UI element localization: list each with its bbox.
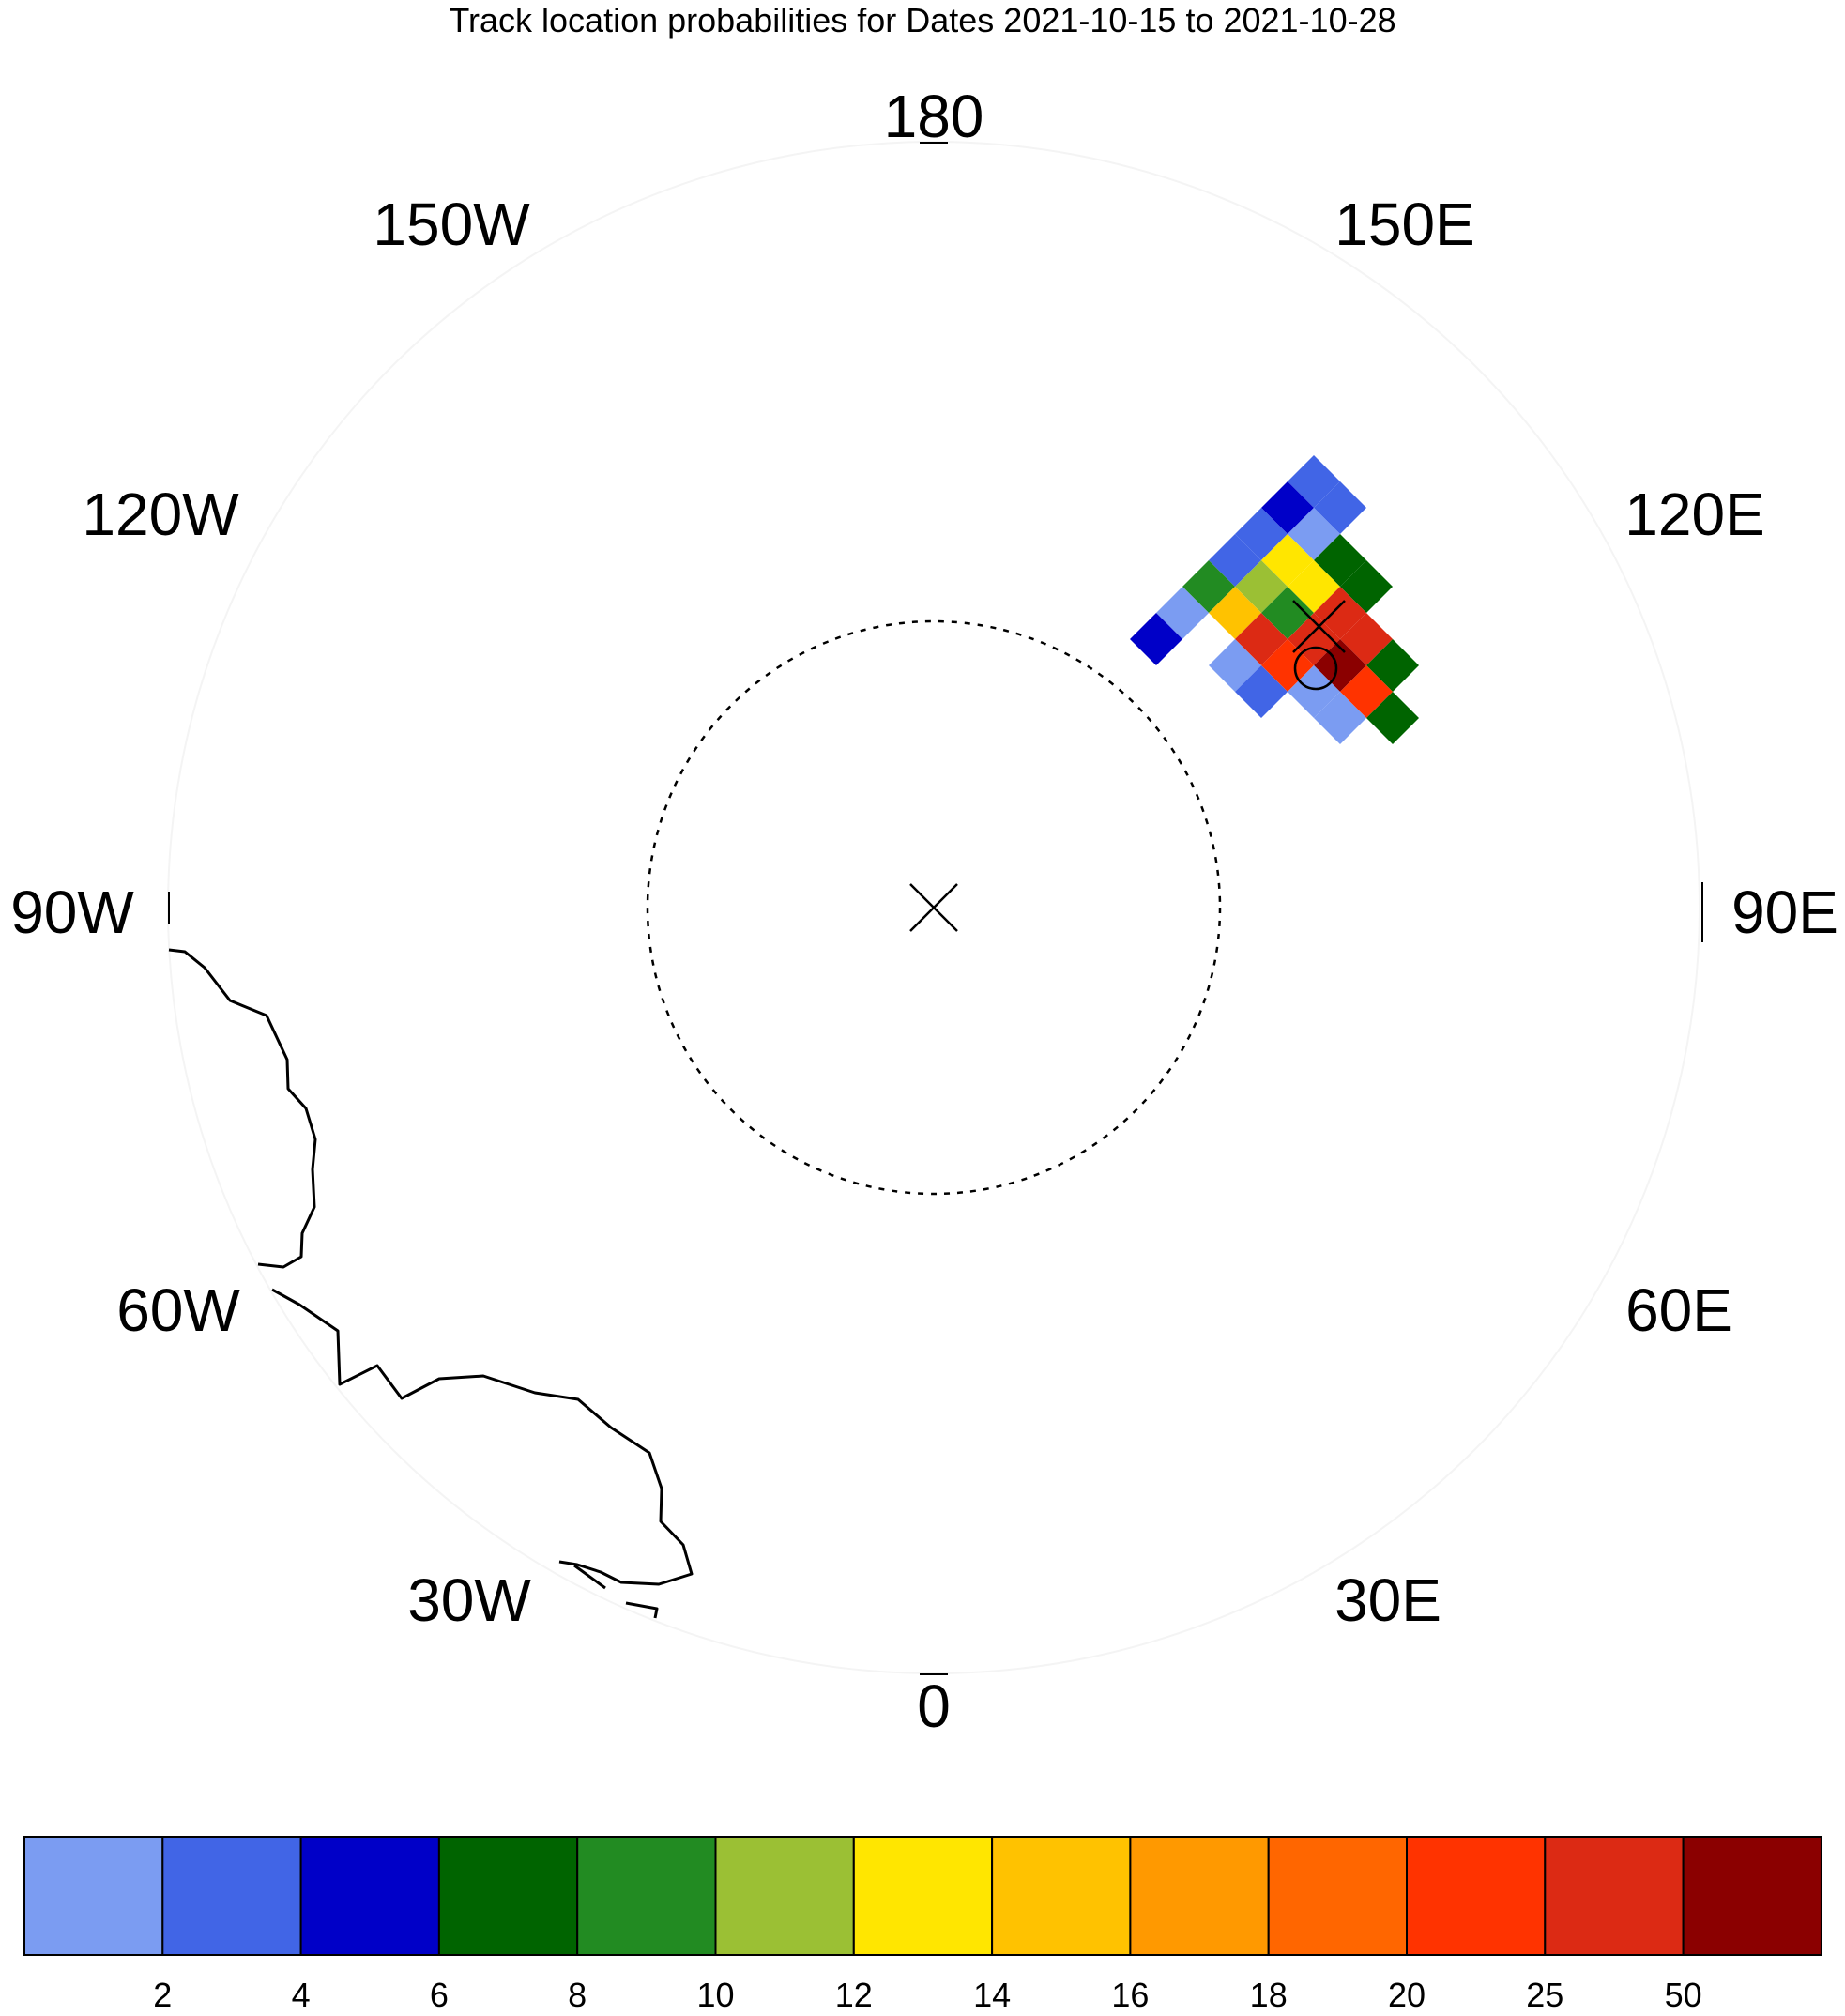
lon-label-90e: 90E [1731,878,1838,946]
colorbar-label: 6 [430,1976,449,2014]
colorbar-labels: 2 4 6 8 10 12 14 16 18 20 25 50 [153,1976,1701,2014]
longitude-labels: 180 150E 120E 90E 60E 30E 0 30W 60W 90W … [10,83,1838,1740]
colorbar-label: 2 [153,1976,172,2014]
lon-label-0: 0 [917,1672,951,1740]
colorbar-label: 16 [1111,1976,1149,2014]
colorbar-swatch [162,1837,300,1955]
colorbar-swatch [301,1837,439,1955]
colorbar-swatch [439,1837,577,1955]
lon-label-150w: 150W [373,191,530,258]
lon-label-30e: 30E [1334,1566,1441,1634]
colorbar-label: 25 [1526,1976,1563,2014]
colorbar-label: 4 [292,1976,311,2014]
colorbar-swatch [1407,1837,1545,1955]
map-title: Track location probabilities for Dates 2… [449,1,1395,39]
lon-label-120w: 120W [82,481,239,548]
colorbar-swatch [1684,1837,1822,1955]
lon-label-180: 180 [884,83,984,150]
colorbar-swatch [1269,1837,1407,1955]
colorbar-label: 14 [973,1976,1011,2014]
lon-label-60w: 60W [116,1276,240,1344]
colorbar-swatch [1545,1837,1683,1955]
colorbar [24,1837,1822,1955]
lon-label-90w: 90W [10,878,134,946]
colorbar-label: 10 [696,1976,734,2014]
colorbar-swatch [716,1837,854,1955]
lon-label-60e: 60E [1625,1276,1732,1344]
colorbar-label: 12 [835,1976,873,2014]
colorbar-swatch [992,1837,1130,1955]
coastline [169,950,692,1618]
colorbar-swatch [577,1837,715,1955]
colorbar-label: 18 [1250,1976,1288,2014]
colorbar-label: 20 [1388,1976,1426,2014]
colorbar-swatch [854,1837,992,1955]
colorbar-swatch [24,1837,162,1955]
colorbar-label: 8 [568,1976,587,2014]
lon-label-120e: 120E [1624,481,1764,548]
colorbar-swatch [1130,1837,1268,1955]
probability-cells [1130,455,1419,744]
x-mark-icon [910,884,957,931]
lon-label-30w: 30W [407,1566,531,1634]
colorbar-label: 50 [1665,1976,1702,2014]
lon-label-150e: 150E [1334,191,1474,258]
